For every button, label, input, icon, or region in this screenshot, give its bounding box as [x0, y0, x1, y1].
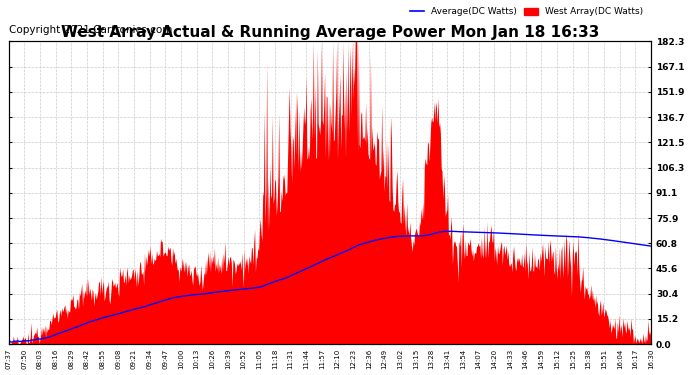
Title: West Array Actual & Running Average Power Mon Jan 18 16:33: West Array Actual & Running Average Powe…	[61, 25, 599, 40]
Text: Copyright 2021 Cartronics.com: Copyright 2021 Cartronics.com	[8, 26, 172, 35]
Legend: Average(DC Watts), West Array(DC Watts): Average(DC Watts), West Array(DC Watts)	[406, 4, 647, 20]
